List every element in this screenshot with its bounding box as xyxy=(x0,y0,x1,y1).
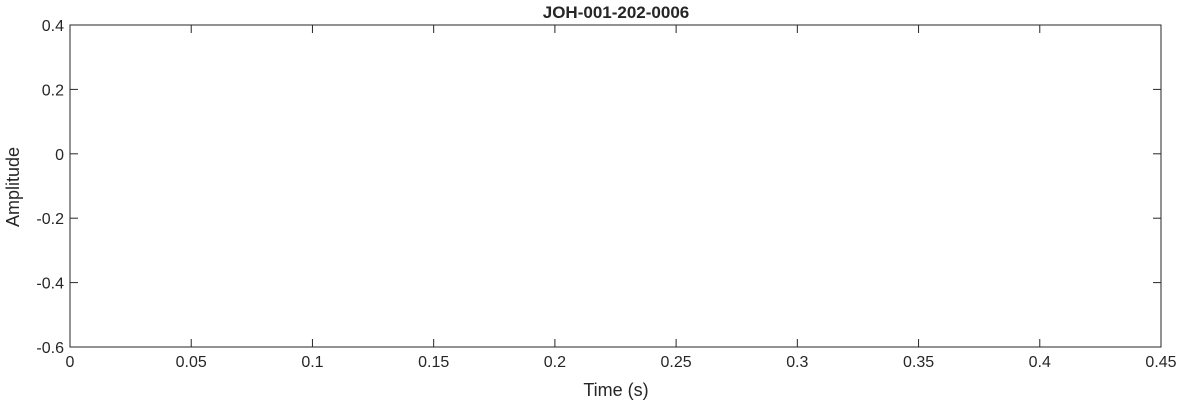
chart-title: JOH-001-202-0006 xyxy=(543,3,689,22)
x-tick-label: 0.25 xyxy=(661,354,692,371)
x-tick-label: 0.1 xyxy=(301,354,323,371)
x-tick-label: 0.45 xyxy=(1145,354,1176,371)
x-tick-label: 0.2 xyxy=(544,354,566,371)
x-tick-label: 0.15 xyxy=(418,354,449,371)
y-axis-label: Amplitude xyxy=(3,147,23,227)
x-axis-label: Time (s) xyxy=(583,380,648,400)
x-tick-label: 0.4 xyxy=(1029,354,1051,371)
y-axis-ticks: -0.6 -0.4 -0.2 0 0.2 0.4 xyxy=(36,18,1161,357)
y-tick-label: -0.4 xyxy=(36,276,64,293)
y-tick-label: -0.6 xyxy=(36,340,64,357)
axes-frame xyxy=(69,24,1162,348)
x-tick-label: 0 xyxy=(66,354,75,371)
y-tick-label: -0.2 xyxy=(36,211,64,228)
x-tick-label: 0.3 xyxy=(786,354,808,371)
x-tick-label: 0.35 xyxy=(903,354,934,371)
y-tick-label: 0 xyxy=(55,147,64,164)
y-tick-label: 0.2 xyxy=(42,82,64,99)
x-axis-ticks: 0 0.05 0.1 0.15 0.2 0.25 0.3 0.35 0.4 0.45 xyxy=(66,25,1177,371)
y-tick-label: 0.4 xyxy=(42,18,64,35)
x-tick-label: 0.05 xyxy=(176,354,207,371)
